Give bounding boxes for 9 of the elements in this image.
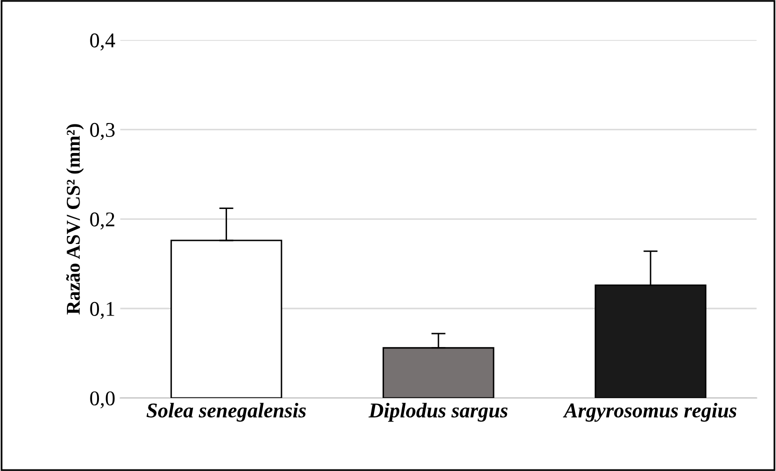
y-tick-label: 0,2 (90, 212, 114, 230)
y-tick-label: 0,3 (90, 122, 115, 140)
x-tick-label: Argyrosomus regius (562, 402, 736, 422)
y-tick-label: 0,4 (90, 33, 116, 50)
x-tick-label: Solea senegalensis (146, 402, 306, 422)
y-tick-label: 0,0 (90, 391, 115, 408)
y-axis-title: Razão ASV/ CS² (mm²) (66, 124, 84, 314)
x-tick-label: Diplodus sargus (368, 402, 508, 422)
y-tick-label: 0,1 (90, 302, 114, 319)
